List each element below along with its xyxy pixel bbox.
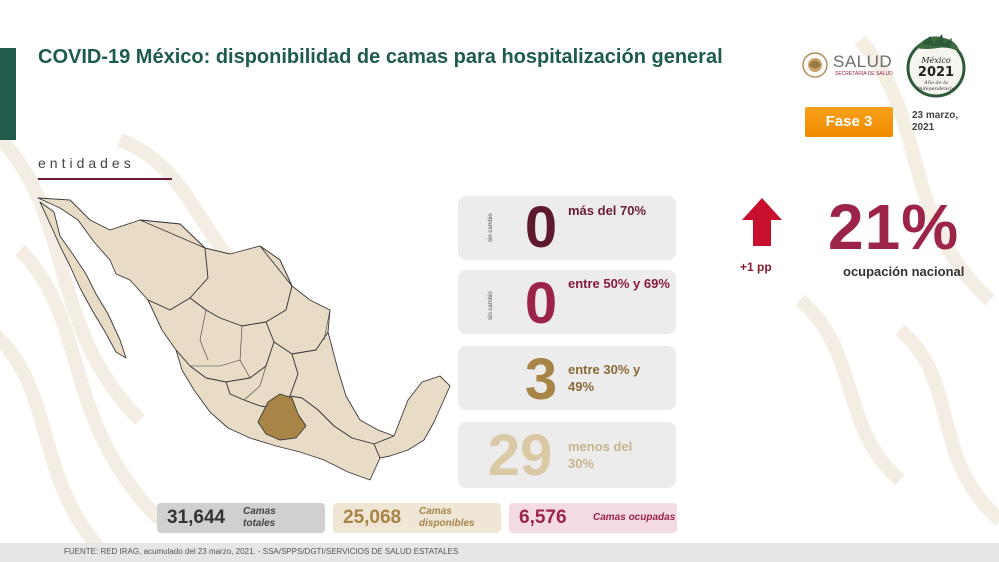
salud-logo-subtext: SECRETARÍA DE SALUD	[835, 71, 893, 77]
national-occupancy-label: ocupación nacional	[843, 264, 965, 279]
map-region-baja	[39, 201, 127, 359]
source-footnote: FUENTE: RED IRAG, acumulado del 23 marzo…	[64, 547, 459, 556]
card-value: 0	[524, 271, 558, 336]
stat-occupied-beds: 6,576 Camas ocupadas	[509, 503, 677, 533]
stat-label: Camas totales	[243, 506, 276, 529]
card-over-70: sin cambio 0 más del 70%	[458, 195, 676, 260]
map-highlight-state	[257, 393, 307, 441]
mexico-2021-emblem: México 2021 Año de la Independencia	[906, 34, 966, 98]
stat-value: 6,576	[519, 507, 567, 528]
card-label: menos del 30%	[568, 439, 633, 471]
section-label: entidades	[38, 155, 135, 171]
card-side-label: sin cambio	[488, 291, 494, 320]
stat-label: Camas disponibles	[419, 506, 475, 529]
card-value: 29	[487, 423, 553, 488]
stat-value: 31,644	[167, 507, 226, 528]
card-under-30: 29 menos del 30%	[458, 422, 676, 488]
svg-text:2021: 2021	[918, 65, 954, 80]
svg-text:Año de la: Año de la	[923, 79, 948, 86]
accent-bar	[0, 48, 16, 140]
report-date: 23 marzo, 2021	[912, 110, 959, 133]
national-occupancy-value: 21%	[828, 191, 960, 263]
map-region-yucatan	[373, 375, 451, 459]
phase-badge: Fase 3	[805, 107, 893, 137]
footer-bar	[0, 543, 999, 562]
page-title: COVID-19 México: disponibilidad de camas…	[38, 46, 723, 68]
card-value: 0	[524, 195, 558, 260]
stat-label: Camas ocupadas	[593, 512, 676, 523]
card-50-69: sin cambio 0 entre 50% y 69%	[458, 270, 676, 336]
card-30-49: 3 entre 30% y 49%	[458, 346, 676, 412]
card-side-label: sin cambio	[488, 213, 494, 242]
stat-total-beds: 31,644 Camas totales	[157, 503, 325, 533]
salud-logo	[802, 52, 828, 78]
arrow-up-icon	[742, 198, 782, 246]
salud-logo-text: SALUD	[833, 52, 893, 71]
card-value: 3	[524, 347, 558, 412]
stat-available-beds: 25,068 Camas disponibles	[333, 503, 501, 533]
svg-text:Independencia: Independencia	[916, 86, 955, 92]
card-label: entre 50% y 69%	[568, 276, 670, 291]
national-change: +1 pp	[740, 260, 772, 274]
svg-text:México: México	[920, 56, 950, 65]
card-label: entre 30% y 49%	[568, 362, 641, 394]
card-label: más del 70%	[568, 203, 647, 218]
section-underline	[38, 178, 172, 180]
stat-value: 25,068	[343, 507, 402, 528]
mexico-states-map	[37, 197, 451, 481]
